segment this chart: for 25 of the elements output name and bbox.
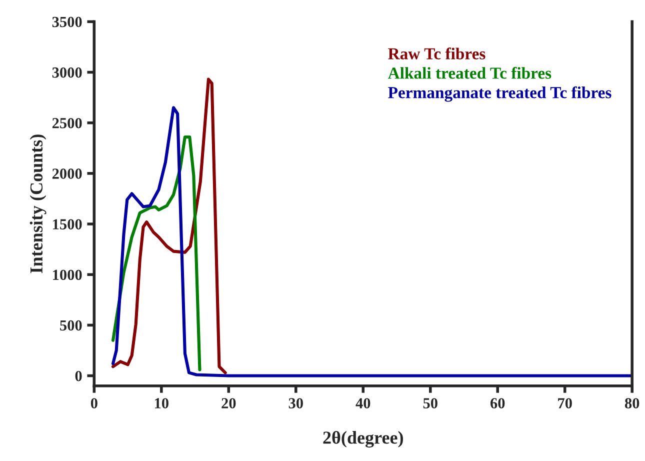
x-tick-label: 40 [356,398,370,408]
y-tick-label: 3000 [52,67,82,78]
x-tick-label: 30 [288,398,303,408]
y-tick-label: 0 [75,370,82,382]
y-axis-title: Intensity (Counts) [30,134,46,274]
text: Permanganate treated Tc fibres [388,86,612,102]
line-series [111,135,202,372]
x-tick-label: 60 [490,398,505,408]
y-tick-label: 3500 [52,16,82,28]
line-series [111,78,227,374]
text: Alkali treated Tc fibres [388,66,552,79]
y-tick-label: 2500 [52,118,82,128]
x-tick-label: 50 [423,398,438,408]
x-tick-label: 10 [154,398,168,408]
y-tick-label: 500 [60,320,82,331]
x-tick-label: 70 [558,398,572,408]
text: Raw Tc fibres [388,48,486,60]
line-series [111,106,632,378]
y-tick-label: 1000 [53,270,82,280]
y-tick-label: 1500 [53,219,82,230]
x-tick-label: 20 [222,398,236,408]
x-tick-label: 80 [624,398,640,408]
y-tick-label: 2000 [52,168,82,179]
x-tick-label: 0 [90,398,98,408]
x-axis-title: 2θ(degree) [323,430,403,448]
